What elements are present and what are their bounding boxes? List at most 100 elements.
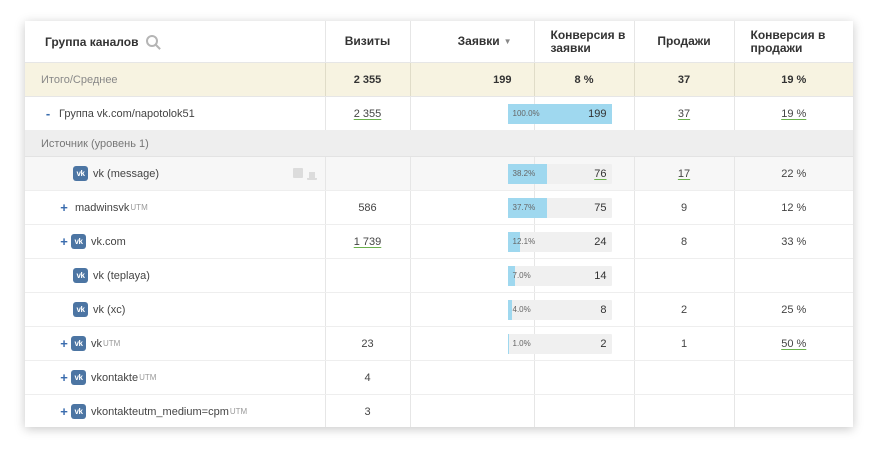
group-sales[interactable]: 37 — [634, 96, 735, 131]
source-conv-requests — [534, 394, 635, 427]
requests-bar: 1.0% 2 — [507, 333, 612, 354]
source-sales[interactable]: 9 — [634, 190, 735, 225]
requests-bar-value[interactable]: 76 — [594, 167, 607, 180]
expand-toggle[interactable]: + — [60, 336, 68, 351]
source-conv-sales — [734, 258, 853, 293]
requests-bar-value[interactable]: 75 — [594, 201, 607, 214]
expand-toggle[interactable]: + — [60, 404, 68, 419]
requests-bar-percent: 38.2% — [512, 168, 536, 178]
row-actions — [292, 167, 317, 180]
filter-icon[interactable] — [292, 167, 303, 178]
table-row[interactable]: vk vk (teplaya) 7.0% 14 — [25, 258, 853, 293]
header-requests[interactable]: Заявки ▼ — [410, 21, 535, 63]
expand-toggle[interactable]: + — [60, 234, 68, 249]
level-header-row: Источник (уровень 1) — [25, 130, 853, 157]
requests-bar-percent: 100.0% — [512, 108, 540, 118]
expand-toggle[interactable]: + — [60, 200, 68, 215]
utm-tag: UTM — [139, 373, 157, 382]
requests-bar: 37.7% 75 — [507, 197, 612, 218]
source-visits — [325, 156, 411, 191]
source-visits[interactable]: 4 — [325, 360, 411, 395]
source-name: vk (xc) — [93, 303, 126, 316]
requests-bar-value[interactable]: 2 — [600, 337, 607, 350]
utm-tag: UTM — [103, 339, 121, 348]
source-requests: 37.7% 75 — [410, 190, 612, 225]
utm-tag: UTM — [130, 203, 148, 212]
source-requests — [410, 394, 535, 427]
group-row[interactable]: - Группа vk.com/napotolok51 2 355 100.0%… — [25, 96, 853, 131]
table-row[interactable]: vk vk (xc) 4.0% 8 2 25 % — [25, 292, 853, 327]
source-name-cell: vk vk (message) — [25, 156, 326, 191]
source-sales[interactable]: 1 — [634, 326, 735, 361]
table-header: Группа каналов Визиты Заявки ▼ Конверсия … — [25, 21, 853, 63]
vk-logo-icon: vk — [71, 370, 86, 385]
source-conv-sales — [734, 360, 853, 395]
vk-logo-icon: vk — [73, 268, 88, 283]
source-name-cell: + vk vk UTM — [25, 326, 326, 361]
source-conv-sales[interactable]: 25 % — [734, 292, 853, 327]
source-visits[interactable]: 1 739 — [325, 224, 411, 259]
source-name-cell: + vk vkontakteutm_medium=cpm UTM — [25, 394, 326, 427]
requests-bar-fill — [507, 103, 612, 124]
requests-bar-percent: 4.0% — [512, 304, 531, 314]
source-requests: 4.0% 8 — [410, 292, 612, 327]
header-conv-requests[interactable]: Конверсия в заявки — [534, 21, 635, 63]
requests-bar-fill — [507, 163, 548, 184]
source-visits — [325, 292, 411, 327]
source-sales[interactable]: 2 — [634, 292, 735, 327]
chart-icon[interactable] — [306, 168, 317, 180]
table-row[interactable]: + vk vkontakte UTM 4 — [25, 360, 853, 395]
report-table: Группа каналов Визиты Заявки ▼ Конверсия … — [25, 21, 853, 427]
source-name: madwinsvk — [75, 201, 130, 214]
source-conv-sales[interactable]: 50 % — [734, 326, 853, 361]
source-name: vk.com — [91, 235, 126, 248]
source-name: vk — [91, 337, 102, 350]
header-visits[interactable]: Визиты — [325, 21, 411, 63]
requests-bar-value[interactable]: 24 — [594, 235, 607, 248]
requests-bar-fill — [507, 299, 512, 320]
source-name-cell: + madwinsvk UTM — [25, 190, 326, 225]
source-name: vk (teplaya) — [93, 269, 150, 282]
group-visits[interactable]: 2 355 — [325, 96, 411, 131]
header-sales[interactable]: Продажи — [634, 21, 735, 63]
source-sales[interactable]: 8 — [634, 224, 735, 259]
table-row[interactable]: vk vk (message) 38.2% 76 17 22 % — [25, 156, 853, 191]
total-requests: 199 — [410, 62, 535, 97]
table-row[interactable]: + vk vkontakteutm_medium=cpm UTM 3 — [25, 394, 853, 427]
requests-bar-value[interactable]: 8 — [600, 303, 607, 316]
source-conv-sales[interactable]: 33 % — [734, 224, 853, 259]
expand-toggle[interactable]: + — [60, 370, 68, 385]
header-group[interactable]: Группа каналов — [25, 21, 326, 63]
source-visits[interactable]: 23 — [325, 326, 411, 361]
report-card: Группа каналов Визиты Заявки ▼ Конверсия … — [25, 21, 853, 427]
requests-bar: 4.0% 8 — [507, 299, 612, 320]
requests-bar-value[interactable]: 14 — [594, 269, 607, 282]
vk-logo-icon: vk — [71, 404, 86, 419]
sort-down-icon[interactable]: ▼ — [503, 37, 512, 46]
requests-bar-percent: 1.0% — [512, 338, 531, 348]
utm-tag: UTM — [229, 407, 248, 416]
source-requests: 38.2% 76 — [410, 156, 612, 191]
requests-bar-fill — [507, 197, 547, 218]
source-conv-sales[interactable]: 12 % — [734, 190, 853, 225]
total-label: Итого/Среднее — [25, 62, 326, 97]
source-name-cell: vk vk (xc) — [25, 292, 326, 327]
requests-bar: 7.0% 14 — [507, 265, 612, 286]
source-visits[interactable]: 586 — [325, 190, 411, 225]
source-conv-sales[interactable]: 22 % — [734, 156, 853, 191]
source-sales — [634, 394, 735, 427]
source-name: vkontakte — [91, 371, 139, 384]
group-conv-sales[interactable]: 19 % — [734, 96, 853, 131]
header-conv-sales[interactable]: Конверсия в продажи — [734, 21, 853, 63]
source-name: vk (message) — [93, 167, 160, 180]
source-visits[interactable]: 3 — [325, 394, 411, 427]
requests-bar-fill — [507, 333, 509, 354]
requests-bar: 12.1% 24 — [507, 231, 612, 252]
search-icon[interactable] — [146, 34, 159, 47]
requests-bar-value[interactable]: 199 — [588, 107, 607, 120]
collapse-toggle[interactable]: - — [45, 106, 51, 121]
source-sales[interactable]: 17 — [634, 156, 735, 191]
